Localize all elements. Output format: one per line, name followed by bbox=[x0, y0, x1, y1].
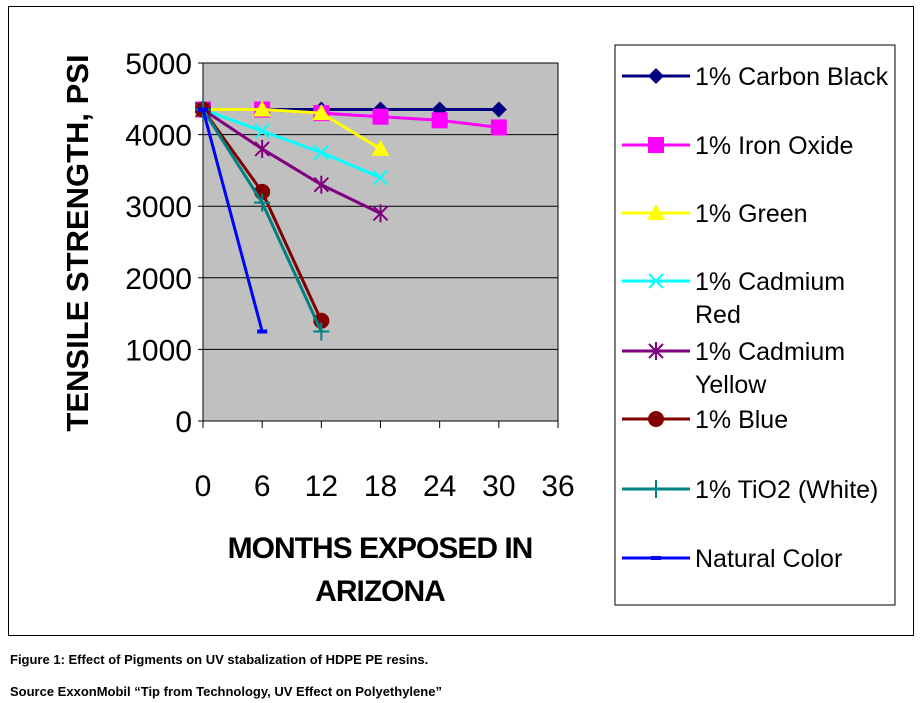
data-point-1-green bbox=[312, 104, 331, 121]
data-point-1-cadmium-red bbox=[313, 144, 330, 161]
figure-frame bbox=[8, 6, 914, 636]
legend-label-1-cadmium-yellow: 1% Cadmium bbox=[695, 338, 845, 366]
data-point-1-cadmium-red bbox=[372, 169, 389, 186]
legend-label-1-blue: 1% Blue bbox=[695, 406, 788, 434]
x-tick-label: 18 bbox=[364, 470, 397, 503]
series-line-1-cadmium-yellow bbox=[202, 108, 382, 215]
legend-label-1-carbon-black: 1% Carbon Black bbox=[695, 63, 889, 91]
series-line-1-cadmium-red bbox=[202, 108, 382, 179]
legend-marker-1-blue bbox=[648, 411, 664, 427]
legend-marker-natural-color bbox=[651, 556, 661, 560]
legend-label-1-tio2-white: 1% TiO2 (White) bbox=[695, 476, 878, 504]
data-point-natural-color bbox=[198, 107, 208, 112]
data-point-1-cadmium-yellow bbox=[254, 139, 270, 158]
data-point-1-iron-oxide bbox=[372, 108, 389, 125]
data-point-natural-color bbox=[257, 329, 268, 334]
data-point-1-green bbox=[253, 100, 272, 117]
legend-label-natural-color: Natural Color bbox=[695, 545, 842, 573]
y-tick-label: 3000 bbox=[125, 191, 192, 224]
x-tick-label: 36 bbox=[541, 470, 574, 503]
data-point-1-tio2-white bbox=[313, 322, 330, 341]
line-chart: 0 1000 2000 3000 4000 5000 0 6 12 18 24 30 36 TENSILE… bbox=[60, 44, 896, 608]
legend-label-1-cadmium-red: Red bbox=[695, 301, 741, 329]
series-line-natural-color bbox=[201, 109, 264, 332]
x-axis-title: ARIZONA bbox=[315, 575, 445, 608]
y-tick-label: 4000 bbox=[125, 120, 192, 153]
data-point-1-tio2-white bbox=[254, 193, 271, 212]
y-tick-label: 2000 bbox=[125, 263, 192, 296]
data-point-1-cadmium-yellow bbox=[372, 204, 389, 223]
y-tick-label: 1000 bbox=[125, 334, 192, 367]
y-axis-title: TENSILE STRENGTH, PSI bbox=[60, 54, 95, 431]
legend-marker-1-cadmium-yellow bbox=[648, 342, 664, 360]
data-point-1-carbon-black bbox=[490, 101, 507, 118]
data-point-1-cadmium-yellow bbox=[313, 175, 330, 194]
data-point-1-iron-oxide bbox=[490, 119, 507, 136]
legend-marker-1-green bbox=[647, 204, 665, 220]
legend-label-1-iron-oxide: 1% Iron Oxide bbox=[695, 132, 853, 160]
x-tick-label: 0 bbox=[195, 470, 212, 503]
x-tick-label: 24 bbox=[423, 470, 456, 503]
x-tick-label: 12 bbox=[305, 470, 338, 503]
legend-label-1-cadmium-red: 1% Cadmium bbox=[695, 268, 845, 296]
x-axis-title: MONTHS EXPOSED IN bbox=[228, 532, 533, 565]
y-tick-label: 5000 bbox=[125, 48, 192, 81]
series-line-1-green bbox=[203, 108, 382, 151]
legend-marker-1-tio2-white bbox=[648, 480, 664, 498]
figure-caption: Figure 1: Effect of Pigments on UV staba… bbox=[10, 652, 429, 667]
legend-box bbox=[614, 44, 896, 606]
data-point-1-green bbox=[371, 139, 390, 156]
x-tick-label: 30 bbox=[482, 470, 515, 503]
y-tick-label: 0 bbox=[175, 406, 192, 439]
x-tick-label: 6 bbox=[254, 470, 271, 503]
legend-marker-1-carbon-black bbox=[648, 68, 664, 84]
legend-label-1-cadmium-yellow: Yellow bbox=[695, 371, 767, 399]
data-point-1-iron-oxide bbox=[431, 112, 448, 129]
legend-label-1-green: 1% Green bbox=[695, 200, 808, 228]
legend-marker-1-iron-oxide bbox=[648, 137, 664, 153]
legend-marker-1-cadmium-red bbox=[648, 273, 664, 289]
figure-source: Source ExxonMobil “Tip from Technology, … bbox=[10, 684, 442, 699]
data-point-1-cadmium-red bbox=[254, 123, 270, 139]
